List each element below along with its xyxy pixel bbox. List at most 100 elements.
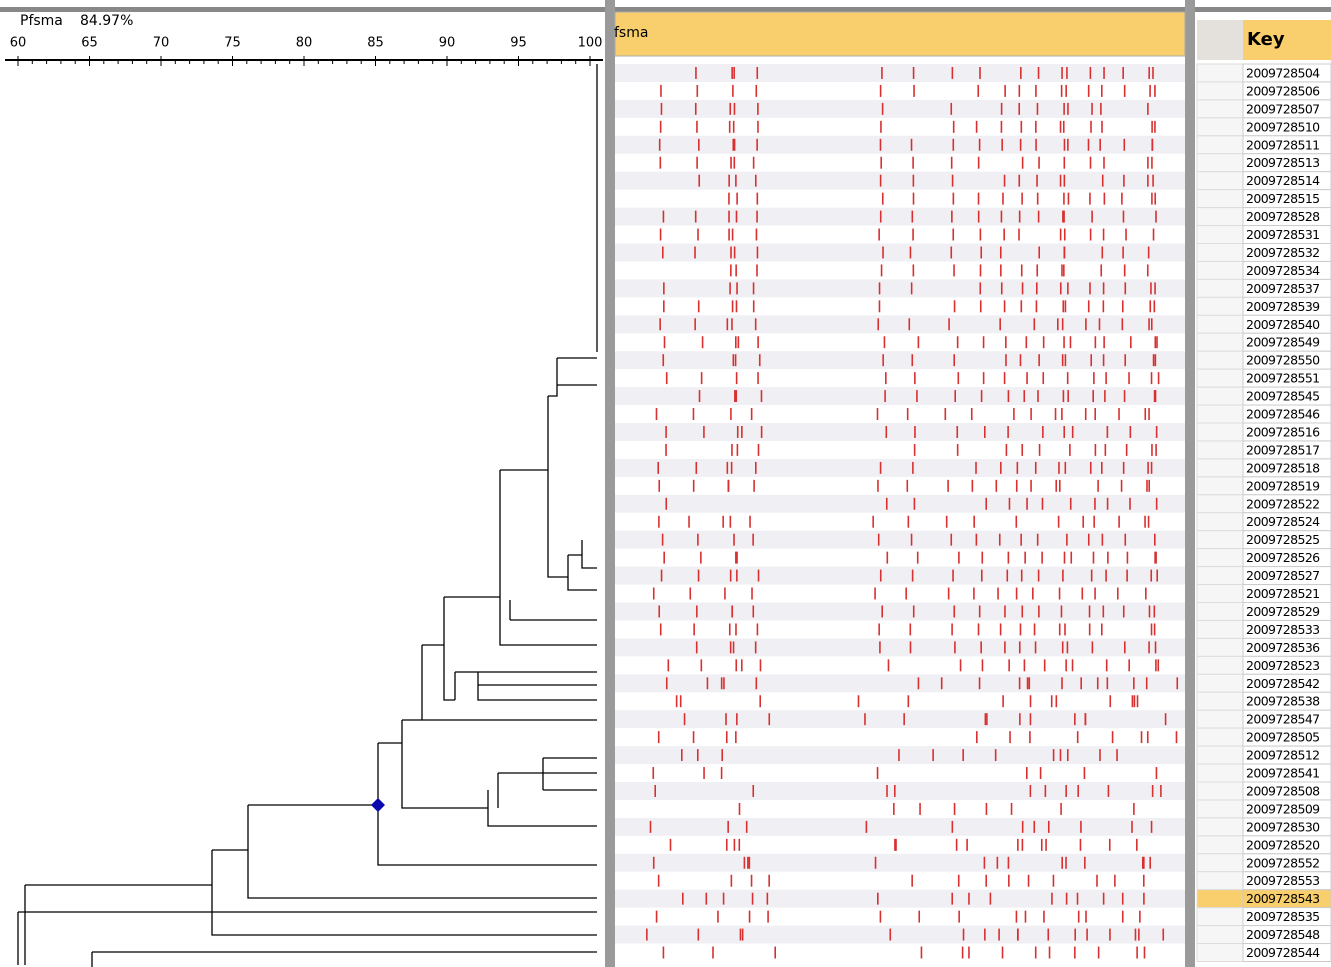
key-cell xyxy=(1197,477,1243,495)
key-id: 2009728533 xyxy=(1246,622,1320,637)
key-id: 2009728532 xyxy=(1246,245,1320,260)
key-id: 2009728550 xyxy=(1246,353,1320,368)
scale-label: 70 xyxy=(153,36,170,51)
key-id: 2009728526 xyxy=(1246,550,1320,565)
key-id: 2009728536 xyxy=(1246,640,1320,655)
key-id: 2009728552 xyxy=(1246,855,1320,870)
key-cell xyxy=(1197,692,1243,710)
key-cell xyxy=(1197,531,1243,549)
key-cell xyxy=(1197,728,1243,746)
row-stripe xyxy=(615,531,1185,549)
page: fsma Key Pfsma 84.97% 606570758085909510… xyxy=(0,0,1331,967)
key-cell xyxy=(1197,118,1243,136)
key-cell xyxy=(1197,405,1243,423)
key-cell xyxy=(1197,638,1243,656)
key-id: 2009728519 xyxy=(1246,478,1320,493)
row-stripe xyxy=(615,603,1185,621)
key-cell xyxy=(1197,82,1243,100)
key-cell xyxy=(1197,261,1243,279)
key-cell xyxy=(1197,279,1243,297)
key-id: 2009728508 xyxy=(1246,783,1320,798)
key-id: 2009728518 xyxy=(1246,460,1320,475)
key-id: 2009728538 xyxy=(1246,694,1320,709)
scale-label: 75 xyxy=(224,36,241,51)
band-header xyxy=(615,12,1185,56)
row-stripe xyxy=(615,459,1185,477)
key-id: 2009728535 xyxy=(1246,909,1320,924)
key-cell xyxy=(1197,423,1243,441)
top-bar xyxy=(615,7,1185,12)
key-id: 2009728537 xyxy=(1246,281,1320,296)
row-stripe xyxy=(615,208,1185,226)
key-cell xyxy=(1197,100,1243,118)
row-stripe xyxy=(615,567,1185,585)
key-id: 2009728510 xyxy=(1246,119,1320,134)
key-cell xyxy=(1197,908,1243,926)
key-id: 2009728524 xyxy=(1246,514,1320,529)
key-id: 2009728545 xyxy=(1246,389,1320,404)
key-cell xyxy=(1197,782,1243,800)
row-stripe xyxy=(615,854,1185,872)
key-id: 2009728539 xyxy=(1246,299,1320,314)
key-cell xyxy=(1197,944,1243,962)
key-cell xyxy=(1197,459,1243,477)
key-cell xyxy=(1197,172,1243,190)
key-cell xyxy=(1197,226,1243,244)
row-stripe xyxy=(615,100,1185,118)
top-bar xyxy=(0,7,605,12)
key-cell xyxy=(1197,315,1243,333)
key-cell xyxy=(1197,836,1243,854)
key-id: 2009728512 xyxy=(1246,748,1320,763)
key-id: 2009728542 xyxy=(1246,676,1320,691)
key-cell xyxy=(1197,136,1243,154)
key-cell xyxy=(1197,764,1243,782)
key-cell xyxy=(1197,746,1243,764)
key-id: 2009728534 xyxy=(1246,263,1320,278)
key-id: 2009728507 xyxy=(1246,101,1320,116)
divider xyxy=(605,0,615,967)
key-id: 2009728522 xyxy=(1246,496,1320,511)
key-id: 2009728527 xyxy=(1246,568,1320,583)
key-cell xyxy=(1197,387,1243,405)
key-cell xyxy=(1197,603,1243,621)
key-cell xyxy=(1197,190,1243,208)
divider xyxy=(1185,0,1195,967)
row-stripe xyxy=(615,351,1185,369)
key-id: 2009728551 xyxy=(1246,371,1320,386)
key-id: 2009728531 xyxy=(1246,227,1320,242)
key-cell xyxy=(1197,244,1243,262)
key-cell xyxy=(1197,854,1243,872)
key-id: 2009728528 xyxy=(1246,209,1320,224)
node-marker xyxy=(371,798,385,812)
row-stripe xyxy=(615,818,1185,836)
key-id: 2009728505 xyxy=(1246,730,1320,745)
key-id: 2009728529 xyxy=(1246,604,1320,619)
row-stripe xyxy=(615,782,1185,800)
key-id: 2009728548 xyxy=(1246,927,1320,942)
key-id: 2009728517 xyxy=(1246,442,1320,457)
blank-panel xyxy=(42,150,452,568)
row-stripe xyxy=(615,279,1185,297)
key-id: 2009728553 xyxy=(1246,873,1320,888)
key-header: Key xyxy=(1247,29,1285,50)
scale-label: 60 xyxy=(10,36,27,51)
key-id: 2009728511 xyxy=(1246,137,1320,152)
screen: fsma Key Pfsma 84.97% 606570758085909510… xyxy=(0,0,1331,967)
key-cell xyxy=(1197,585,1243,603)
key-id: 2009728504 xyxy=(1246,65,1320,80)
dendrogram-title: Pfsma xyxy=(20,13,63,29)
key-cell xyxy=(1197,620,1243,638)
key-id: 2009728549 xyxy=(1246,335,1320,350)
key-id: 2009728540 xyxy=(1246,317,1320,332)
row-stripe xyxy=(615,638,1185,656)
key-cell xyxy=(1197,656,1243,674)
key-corner xyxy=(1197,20,1243,60)
top-bar xyxy=(1195,7,1331,12)
row-stripe xyxy=(615,172,1185,190)
key-id: 2009728530 xyxy=(1246,819,1320,834)
key-id: 2009728523 xyxy=(1246,658,1320,673)
key-cell xyxy=(1197,208,1243,226)
row-stripe xyxy=(615,244,1185,262)
scale-label: 95 xyxy=(510,36,527,51)
row-stripe xyxy=(615,710,1185,728)
